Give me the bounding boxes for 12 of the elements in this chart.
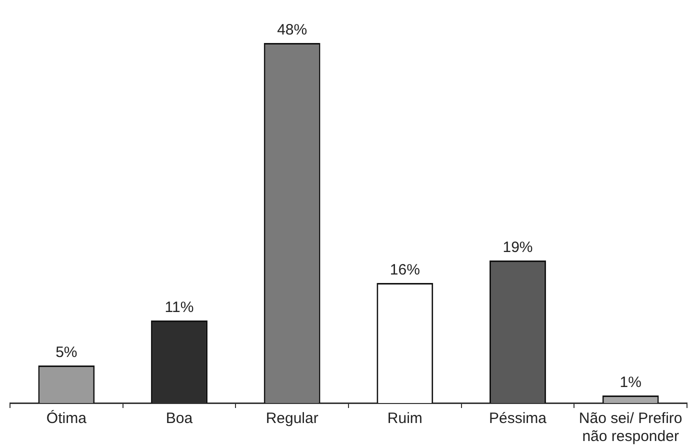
data-label: 19% [502,239,533,256]
data-label: 5% [56,344,78,362]
x-tick-label: Ótima [46,409,88,428]
x-tick-label: Não sei/ Prefiro não responder [578,410,682,446]
x-tick-label: Ruim [387,410,422,428]
data-label: 1% [620,374,642,392]
data-label: 11% [164,299,194,316]
x-tick-label: Péssima [488,410,548,428]
x-tick-label: Regular [266,410,318,428]
x-tick-label: Boa [166,410,194,428]
data-label: 16% [390,262,420,279]
data-label: 48% [277,22,308,39]
